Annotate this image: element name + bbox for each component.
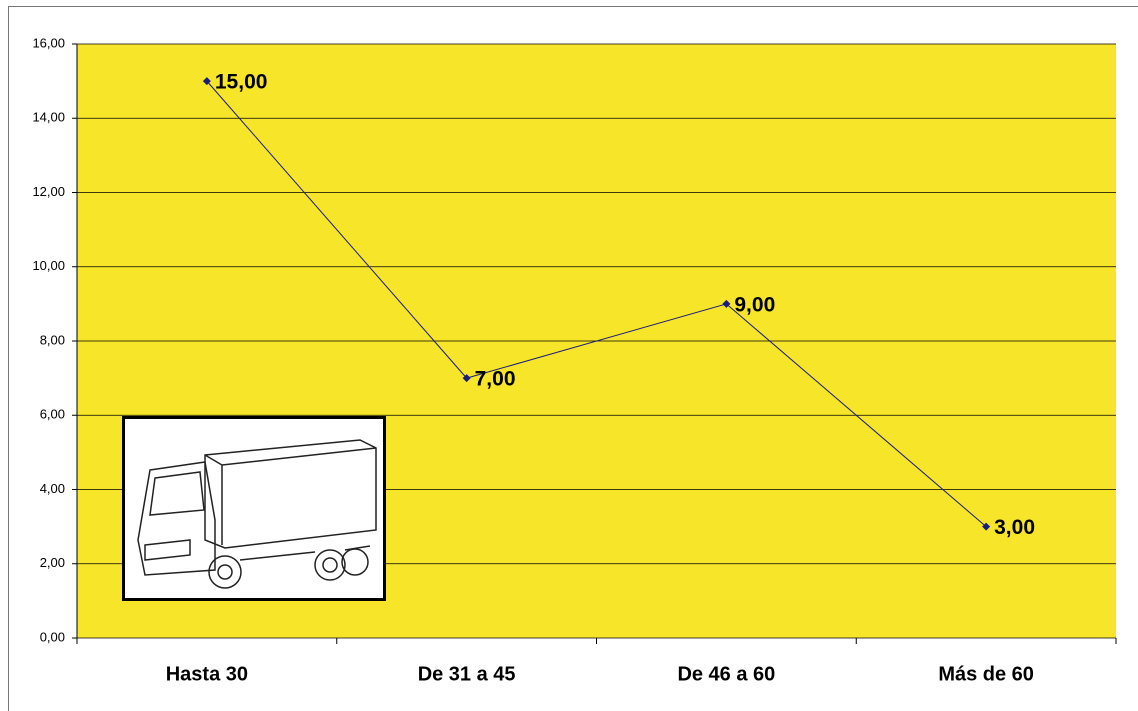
- x-tick-label: Más de 60: [938, 663, 1034, 685]
- truck-picture: [122, 416, 386, 601]
- y-tick-label: 12,00: [32, 184, 65, 199]
- y-tick-label: 6,00: [40, 407, 65, 422]
- y-tick-label: 4,00: [40, 481, 65, 496]
- y-tick-label: 14,00: [32, 110, 65, 125]
- y-tick-label: 2,00: [40, 555, 65, 570]
- marker: [722, 299, 731, 308]
- data-label: 3,00: [994, 516, 1035, 539]
- marker: [982, 522, 991, 531]
- marker: [202, 77, 211, 86]
- y-tick-label: 16,00: [32, 35, 65, 50]
- line: [206, 80, 987, 528]
- data-label: 9,00: [734, 293, 775, 316]
- x-tick-label: Hasta 30: [166, 663, 248, 685]
- y-tick-label: 8,00: [40, 332, 65, 347]
- marker: [462, 374, 471, 383]
- picture-frame: [122, 416, 386, 601]
- data-label: 15,00: [215, 71, 268, 94]
- truck-drawing: [137, 439, 377, 589]
- y-tick-label: 0,00: [40, 629, 65, 644]
- x-tick-label: De 46 a 60: [677, 663, 775, 685]
- x-tick-label: De 31 a 45: [418, 663, 516, 685]
- series: 15,00 7,00 9,00 3,00: [202, 71, 1035, 539]
- y-tick-label: 10,00: [32, 258, 65, 273]
- data-label: 7,00: [475, 368, 516, 391]
